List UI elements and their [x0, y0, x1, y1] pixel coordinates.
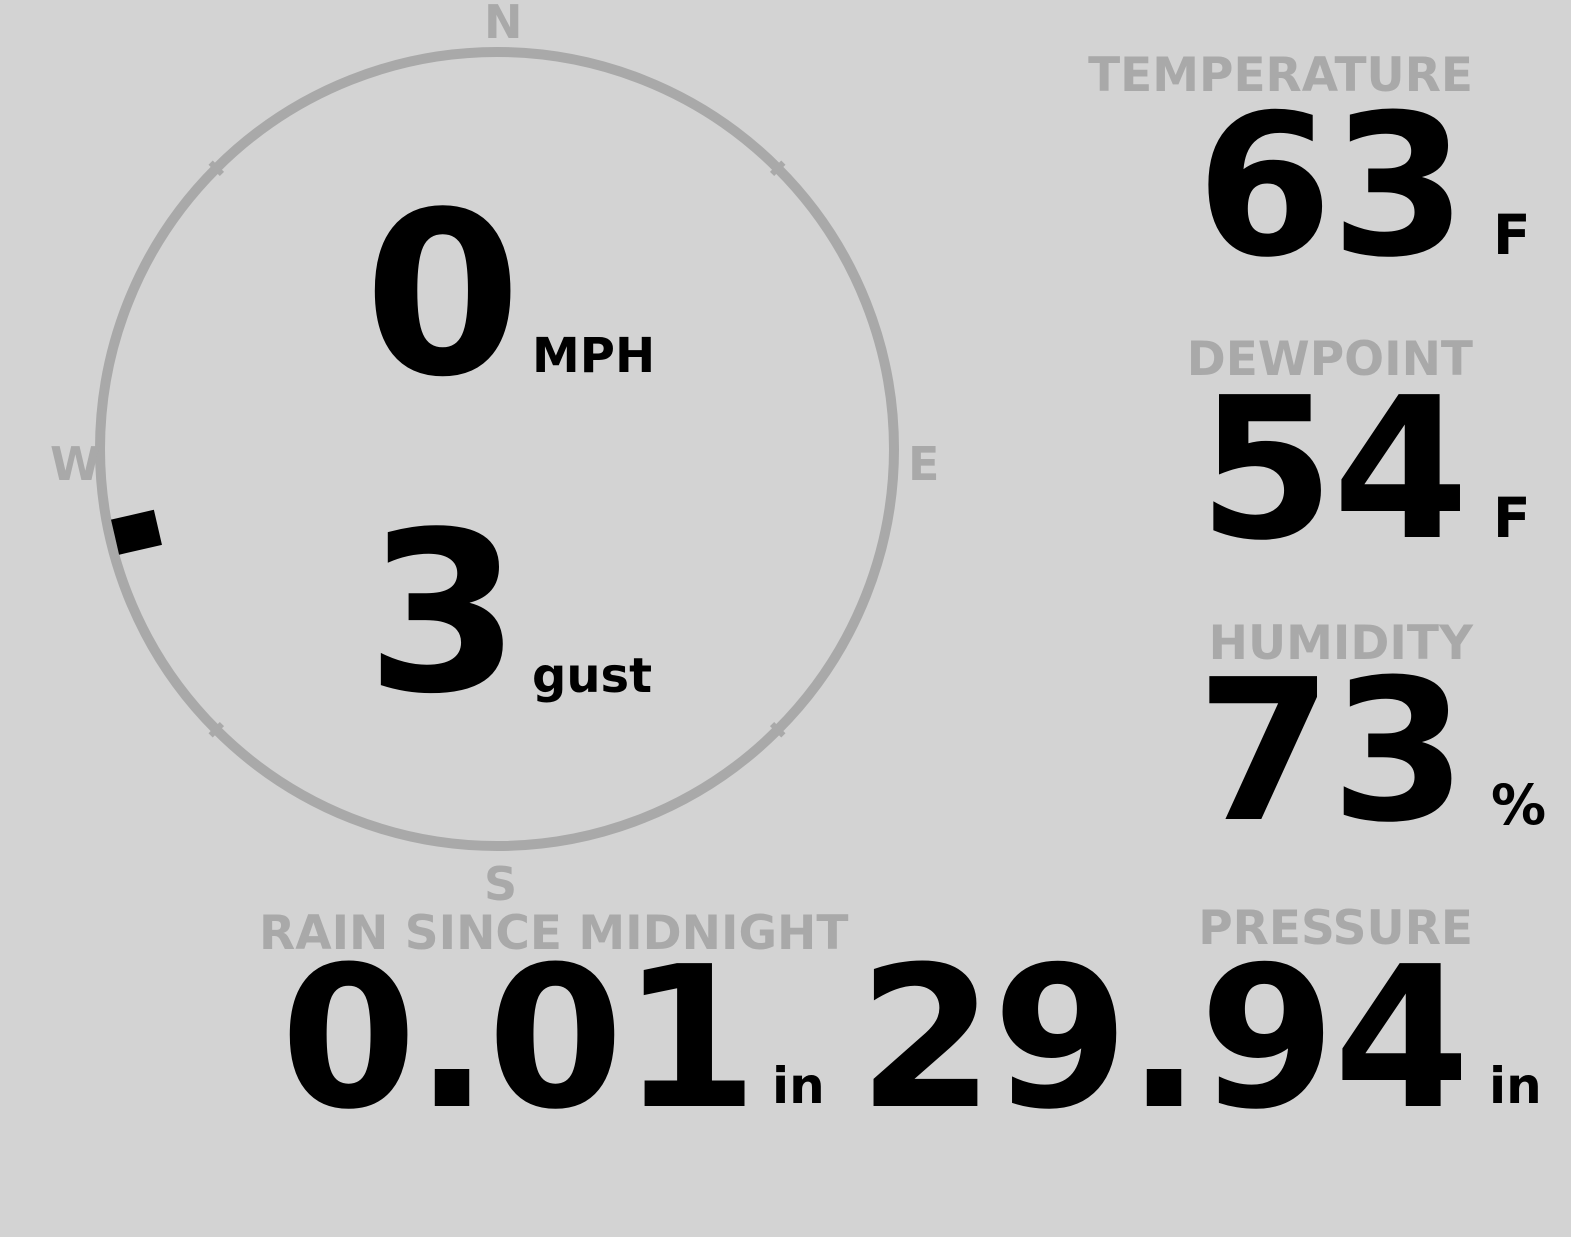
wind-gust-value: 3 — [366, 485, 520, 743]
pressure-unit: in — [1489, 1057, 1542, 1115]
rain-value: 0.01 — [280, 925, 758, 1153]
wind-speed-unit: MPH — [532, 328, 656, 384]
wind-gust-label: gust — [532, 648, 653, 704]
compass-ring — [95, 47, 899, 851]
pressure-label: PRESSURE — [1198, 901, 1473, 956]
dewpoint-unit: F — [1493, 486, 1531, 550]
compass-tick — [208, 721, 225, 738]
pressure-value: 29.94 — [858, 925, 1470, 1153]
temperature-unit: F — [1493, 203, 1531, 267]
compass-w: W — [50, 437, 101, 491]
compass-tick — [208, 160, 225, 177]
wind-speed-value: 0 — [364, 164, 521, 427]
rain-label: RAIN SINCE MIDNIGHT — [259, 906, 849, 961]
compass-e: E — [908, 437, 940, 491]
compass-n: N — [484, 0, 523, 49]
compass-s: S — [484, 857, 518, 911]
compass-ticks — [208, 160, 786, 738]
compass-tick — [769, 721, 786, 738]
compass-tick — [769, 160, 786, 177]
temperature-label: TEMPERATURE — [1088, 48, 1473, 103]
dewpoint-value: 54 — [1198, 356, 1469, 584]
temperature-value: 63 — [1196, 73, 1467, 301]
dewpoint-label: DEWPOINT — [1186, 332, 1473, 387]
humidity-value: 73 — [1196, 638, 1467, 866]
humidity-label: HUMIDITY — [1208, 616, 1473, 671]
wind-direction-marker — [110, 509, 162, 555]
humidity-unit: % — [1491, 773, 1547, 837]
rain-unit: in — [772, 1057, 825, 1115]
